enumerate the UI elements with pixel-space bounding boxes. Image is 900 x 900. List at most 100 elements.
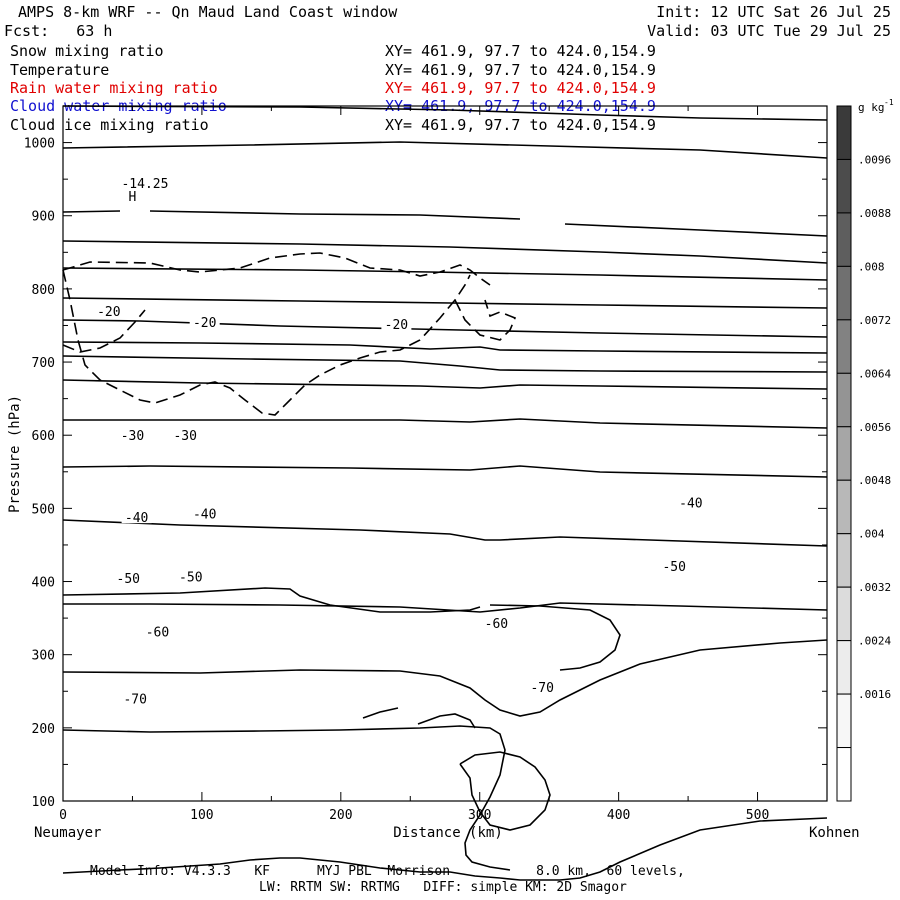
left-endpoint-label: Neumayer: [34, 825, 101, 841]
contour-label-bg: [381, 316, 412, 331]
colorbar-label: .0016: [858, 688, 891, 701]
extremum-label: H: [129, 190, 137, 205]
field-name-rain: Rain water mixing ratio: [10, 79, 218, 97]
x-tick-label: 500: [746, 808, 769, 823]
contour-line: [62, 725, 511, 871]
contour-line: [62, 465, 828, 478]
contour-line: [63, 418, 828, 429]
chart-title: AMPS 8-km WRF -- Qn Maud Land Coast wind…: [18, 3, 398, 21]
x-tick-label: 300: [468, 808, 491, 823]
colorbar-swatch: [836, 105, 852, 160]
contour-line: [62, 639, 828, 717]
field-xy-snow: XY= 461.9, 97.7 to 424.0,154.9: [385, 42, 656, 60]
contour-label: -50: [117, 572, 140, 587]
contour-label: -70: [530, 681, 553, 696]
x-tick-label: 100: [190, 808, 213, 823]
y-axis-label: Pressure (hPa): [7, 395, 23, 513]
contour-label-bg: [175, 568, 206, 583]
colorbar-label: .0056: [858, 421, 891, 434]
x-axis-label: Distance (km): [393, 825, 503, 841]
y-tick-label: 200: [32, 722, 55, 737]
colorbar-swatch: [836, 533, 852, 588]
contour-line: [62, 519, 828, 547]
contour-line: [62, 341, 828, 354]
footer-physics-info: LW: RRTM SW: RRTMG DIFF: simple KM: 2D S…: [259, 880, 627, 895]
y-tick-label: 800: [32, 283, 55, 298]
contour-line: [62, 587, 481, 613]
contour-label: -40: [679, 497, 702, 512]
contour-label: -20: [385, 318, 408, 333]
contour-label: -30: [173, 429, 196, 444]
colorbar-swatch: [836, 747, 852, 802]
contour-label-bg: [189, 505, 220, 520]
contour-label-bg: [121, 509, 152, 524]
y-tick-label: 300: [32, 649, 55, 664]
init-time: Init: 12 UTC Sat 26 Jul 25: [656, 3, 891, 21]
y-tick-label: 700: [32, 356, 55, 371]
y-tick-label: 600: [32, 429, 55, 444]
x-tick-label: 0: [59, 808, 67, 823]
contour-line: [63, 602, 828, 613]
colorbar-label: .0064: [858, 367, 891, 380]
field-name-snow: Snow mixing ratio: [10, 42, 164, 60]
contour-label-bg: [170, 427, 201, 442]
field-name-cloud-ice: Cloud ice mixing ratio: [10, 116, 209, 134]
dashed-contour: [454, 299, 517, 341]
colorbar-unit-exponent: -1: [884, 98, 894, 107]
dashed-contour: [62, 269, 471, 416]
footer-model-info: Model Info: V4.3.3 KF MYJ PBL Morrison 8…: [90, 864, 685, 879]
contour-line: [62, 297, 828, 309]
colorbar-swatch: [836, 426, 852, 481]
contour-label: -50: [179, 570, 202, 585]
snow-mixing-contours: [62, 252, 517, 416]
forecast-hour: Fcst: 63 h: [4, 22, 113, 40]
y-tick-label: 500: [32, 502, 55, 517]
colorbar-swatch: [836, 586, 852, 642]
colorbar-label: .0088: [858, 207, 891, 220]
colorbar-swatch: [836, 319, 852, 374]
field-xy-rain: XY= 461.9, 97.7 to 424.0,154.9: [385, 79, 656, 97]
contour-label-bg: [189, 313, 220, 328]
contour-label: -60: [146, 625, 169, 640]
dashed-contour: [62, 252, 491, 286]
colorbar-swatch: [836, 265, 852, 321]
contour-label-bg: [93, 302, 124, 317]
contour-label: -70: [123, 693, 146, 708]
x-tick-label: 200: [329, 808, 352, 823]
contour-label: -40: [125, 511, 148, 526]
y-tick-label: 400: [32, 576, 55, 591]
x-tick-label: 400: [607, 808, 630, 823]
contour-line: [62, 210, 828, 237]
y-tick-label: 1000: [24, 137, 55, 152]
extremum-label: -14.25: [121, 177, 168, 192]
colorbar-label: .0096: [858, 153, 891, 166]
colorbar-swatch: [836, 479, 852, 535]
colorbar-label: .004: [858, 528, 885, 541]
contour-line: [62, 817, 828, 881]
contour-line: [62, 240, 828, 264]
contour-line: [362, 707, 399, 719]
y-tick-label: 100: [32, 795, 55, 810]
right-endpoint-label: Kohnen: [809, 825, 860, 841]
contour-label-bg: [527, 678, 558, 693]
field-xy-temperature: XY= 461.9, 97.7 to 424.0,154.9: [385, 61, 656, 79]
contour-label-bg: [120, 690, 151, 705]
contour-label: -60: [485, 617, 508, 632]
contour-line: [62, 267, 828, 281]
contour-label: -20: [193, 316, 216, 331]
contour-line: [489, 604, 621, 671]
field-xy-cloud-ice: XY= 461.9, 97.7 to 424.0,154.9: [385, 116, 656, 134]
contour-line: [417, 713, 476, 729]
contour-label: -50: [662, 560, 685, 575]
y-tick-label: 900: [32, 210, 55, 225]
contour-label-bg: [142, 623, 173, 638]
colorbar-label: .0024: [858, 635, 891, 648]
contour-label-bg: [659, 558, 690, 573]
colorbar-label: .008: [858, 260, 885, 273]
plot-frame: [62, 105, 828, 802]
colorbar-swatch: [836, 640, 852, 695]
colorbar-swatch: [836, 693, 852, 749]
contour-line: [62, 141, 828, 159]
colorbar-swatch: [836, 158, 852, 214]
